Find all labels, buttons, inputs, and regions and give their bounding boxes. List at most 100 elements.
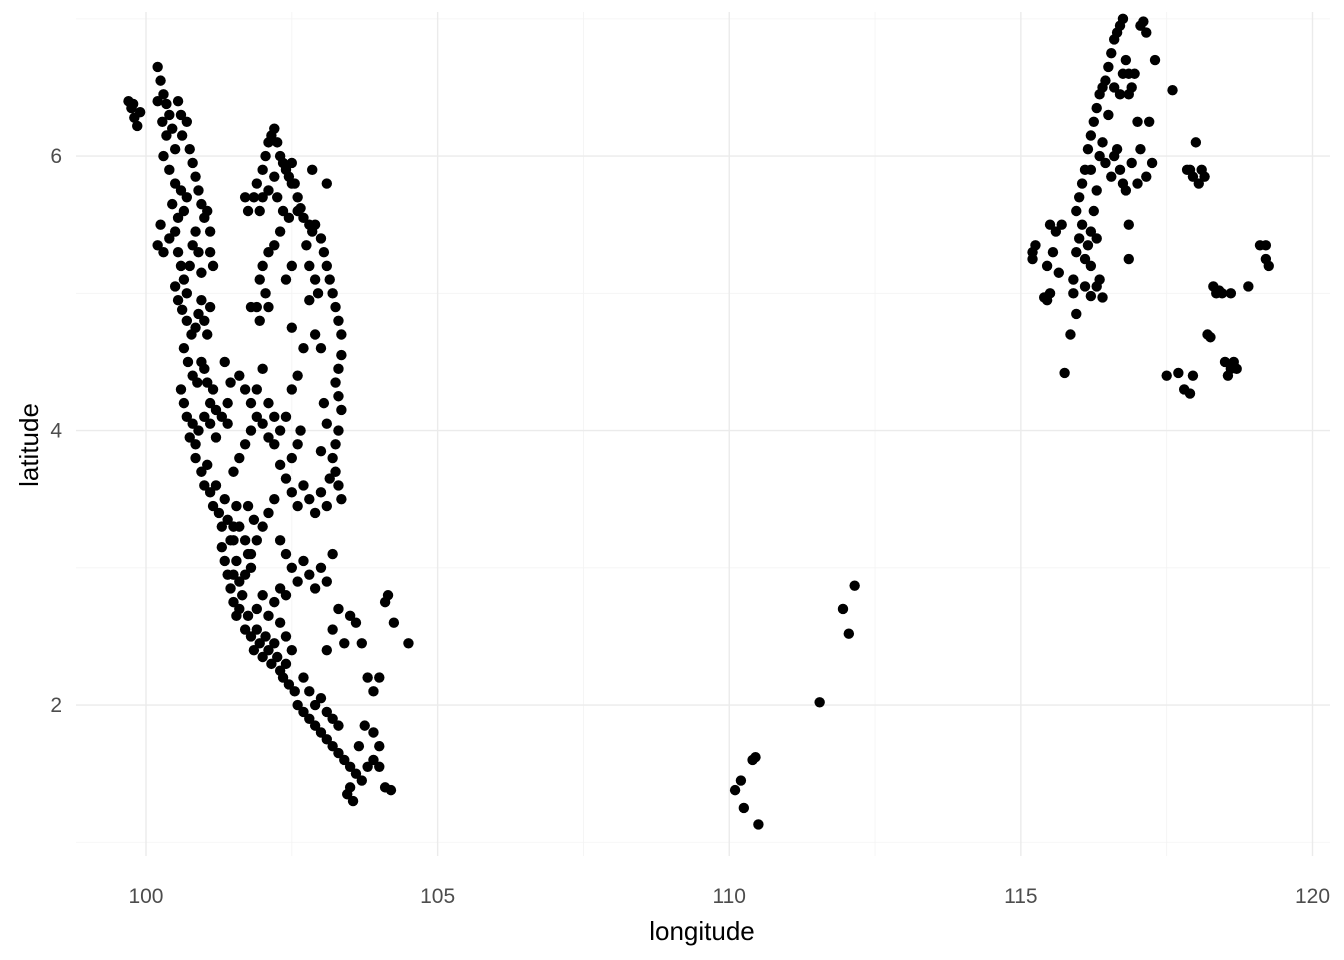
data-point [175,109,187,121]
data-point [1088,116,1099,127]
data-point [339,754,350,766]
data-point [1231,363,1242,375]
data-point [336,349,347,361]
data-point [199,411,210,423]
data-point [1065,329,1076,340]
data-point [274,459,286,471]
data-point [1074,192,1085,203]
data-point [1219,356,1231,368]
data-point [286,322,298,333]
data-point [175,260,187,272]
data-point [248,192,260,203]
data-point [277,672,289,683]
data-point [344,610,356,622]
data-point [333,720,344,731]
data-point [1205,332,1216,343]
data-point [1056,219,1067,230]
data-point [187,157,198,169]
data-point [321,500,332,512]
data-point [204,418,216,429]
x-axis-tick-labels: 100 105 110 115 120 [128,885,1330,908]
data-point [176,130,188,141]
data-point [172,212,184,224]
data-point [1027,253,1038,265]
data-point [257,590,268,601]
data-point [237,590,248,601]
data-point [1193,178,1204,189]
data-point [228,596,239,608]
data-point [292,370,303,381]
data-point [245,301,257,313]
data-point [202,329,213,340]
data-point [1074,233,1085,244]
data-point [342,789,353,800]
data-point [248,514,260,525]
data-point [1097,292,1108,303]
data-point [1053,267,1064,278]
data-point [176,304,188,316]
data-point [339,638,350,649]
data-point [245,548,257,560]
data-point [175,185,187,196]
data-point [1120,54,1132,66]
data-point [1123,89,1134,100]
data-point [251,178,263,189]
data-point [292,192,303,203]
data-point [204,246,216,258]
data-point [1132,116,1143,127]
data-point [164,164,175,176]
data-point [286,384,298,395]
y-tick-label: 6 [50,145,62,168]
data-point [321,576,332,587]
data-point [1187,171,1199,182]
data-point [152,96,163,107]
data-point [292,699,303,711]
data-point [263,644,274,656]
data-point [277,205,289,217]
data-point [269,638,280,649]
data-point [161,98,172,110]
x-tick-label: 115 [1004,885,1037,908]
data-point [152,61,163,73]
data-point [336,329,347,340]
data-point [216,521,228,532]
data-point [269,123,280,134]
data-point [312,288,324,299]
data-point [333,603,344,615]
data-point [134,106,146,118]
data-point [169,178,181,189]
data-point [1091,233,1102,244]
data-point [330,377,341,388]
y-tick-label: 2 [50,694,62,717]
data-point [207,384,219,395]
data-point [292,500,303,512]
data-point [1068,274,1079,285]
data-point [245,631,257,642]
data-point [304,294,315,306]
data-point [199,315,210,326]
data-point [239,192,251,203]
data-point [263,185,274,196]
data-point [187,418,198,429]
data-point [1047,246,1059,258]
data-point [1091,281,1102,292]
data-point [304,260,315,272]
data-point [403,638,414,649]
data-point [350,617,362,628]
data-point [251,535,263,546]
data-point [309,274,321,285]
y-tick-label: 4 [50,420,62,443]
x-tick-label: 120 [1295,885,1330,908]
major-gridlines [76,12,1330,856]
data-point [178,274,190,285]
data-point [289,686,300,697]
data-point [257,260,268,272]
data-point [155,219,166,230]
data-point [272,651,283,663]
data-point [1117,13,1129,25]
data-point [1216,288,1228,299]
data-point [327,713,338,724]
data-point [330,466,341,477]
data-point [1100,157,1111,169]
data-point [315,343,327,354]
